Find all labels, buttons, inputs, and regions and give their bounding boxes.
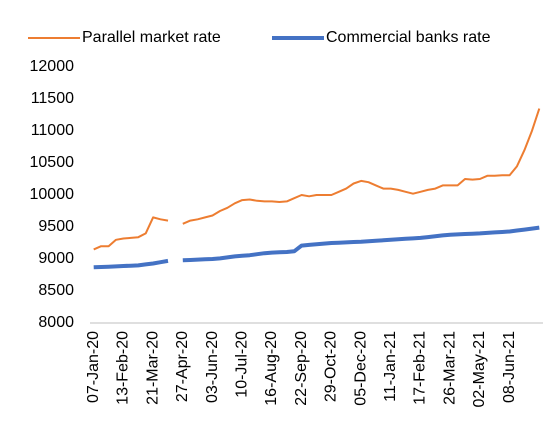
y-tick-label: 9500 — [38, 218, 74, 235]
x-tick-label: 22-Sep-20 — [293, 331, 310, 406]
y-tick-label: 12000 — [30, 58, 75, 75]
x-tick-label: 05-Dec-20 — [352, 331, 369, 406]
x-tick-label: 10-Jul-20 — [233, 331, 250, 398]
y-tick-label: 8000 — [38, 314, 74, 331]
y-tick-label: 10000 — [30, 186, 75, 203]
x-tick-label: 13-Feb-20 — [115, 331, 132, 405]
x-tick-label: 03-Jun-20 — [204, 331, 221, 403]
y-tick-label: 8500 — [38, 282, 74, 299]
x-tick-label: 29-Oct-20 — [323, 331, 340, 402]
x-tick-label: 21-Mar-20 — [144, 331, 161, 405]
x-tick-label: 17-Feb-21 — [412, 331, 429, 405]
x-tick-label: 27-Apr-20 — [174, 331, 191, 402]
y-tick-label: 11000 — [31, 122, 74, 139]
x-tick-label: 02-May-21 — [471, 331, 488, 408]
x-tick-label: 07-Jan-20 — [85, 331, 102, 403]
x-tick-label: 11-Jan-21 — [382, 331, 399, 402]
y-tick-label: 10500 — [30, 154, 75, 171]
series-line — [93, 258, 169, 270]
legend-label: Parallel market rate — [82, 29, 221, 46]
series-line — [182, 225, 540, 263]
x-tick-label: 26-Mar-21 — [441, 331, 458, 405]
series-line — [93, 216, 169, 251]
legend-label: Commercial banks rate — [326, 29, 491, 46]
x-tick-label: 16-Aug-20 — [263, 331, 280, 406]
y-tick-label: 11500 — [31, 90, 74, 107]
y-tick-label: 9000 — [38, 250, 74, 267]
series-line — [182, 108, 541, 225]
x-tick-label: 08-Jun-21 — [501, 331, 518, 403]
